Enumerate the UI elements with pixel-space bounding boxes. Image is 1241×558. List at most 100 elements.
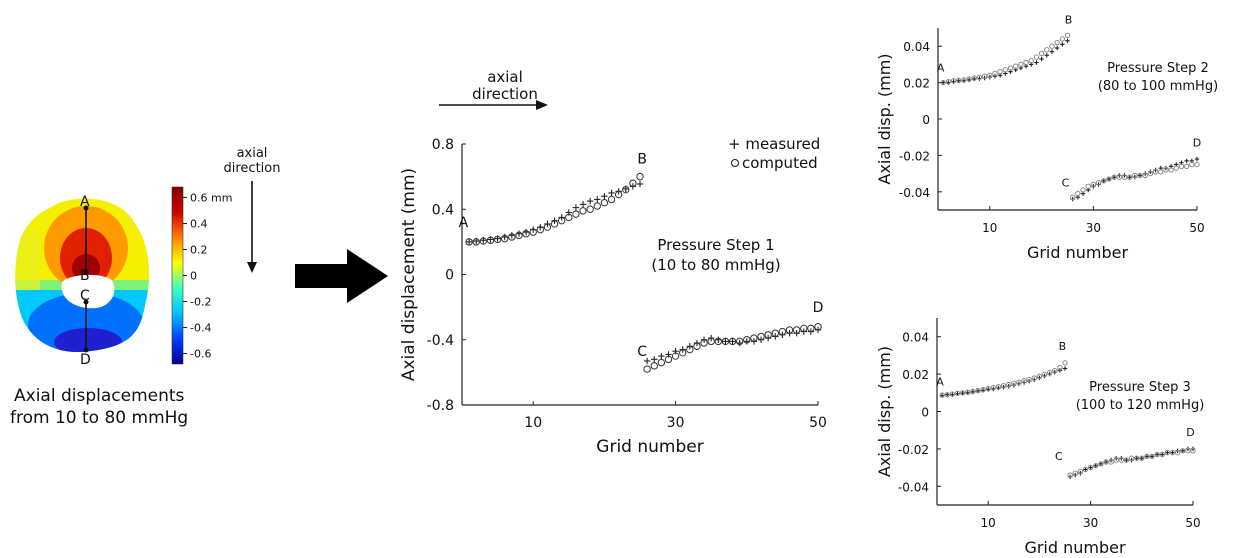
computed-point bbox=[1190, 448, 1196, 454]
colorbar-tick-label: 0.4 bbox=[190, 217, 208, 230]
computed-point bbox=[1064, 32, 1071, 38]
computed-point bbox=[950, 78, 957, 84]
computed-point bbox=[607, 195, 616, 204]
computed-point bbox=[1164, 449, 1171, 456]
computed-point bbox=[1018, 61, 1024, 68]
y-axis-label: Axial disp. (mm) bbox=[875, 53, 894, 184]
computed-point bbox=[664, 355, 673, 364]
measured-point bbox=[1103, 459, 1109, 465]
computed-point bbox=[976, 74, 983, 80]
computed-point bbox=[501, 234, 509, 243]
computed-point bbox=[1173, 165, 1179, 171]
computed-point bbox=[686, 345, 694, 354]
x-tick-label: 50 bbox=[1189, 221, 1204, 235]
computed-point bbox=[750, 334, 758, 342]
computed-point bbox=[945, 78, 952, 85]
computed-point bbox=[1033, 54, 1040, 60]
x-axis-label: Grid number bbox=[596, 437, 703, 457]
computed-point bbox=[959, 390, 966, 396]
computed-point bbox=[1046, 369, 1053, 376]
computed-point bbox=[956, 77, 962, 84]
computed-point bbox=[1180, 448, 1186, 454]
point-label: D bbox=[1193, 136, 1201, 149]
computed-point bbox=[1142, 172, 1148, 179]
computed-point bbox=[997, 68, 1003, 75]
computed-point bbox=[1049, 43, 1055, 49]
measured-point bbox=[736, 339, 743, 347]
computed-point bbox=[980, 386, 986, 393]
pressure-step-range: (10 to 80 mmHg) bbox=[651, 256, 780, 274]
computed-point bbox=[1057, 364, 1063, 371]
contour-label-c: C bbox=[80, 288, 90, 304]
computed-point bbox=[493, 235, 502, 244]
y-axis-label: Axial displacement (mm) bbox=[399, 168, 419, 381]
computed-point bbox=[1011, 380, 1017, 387]
x-tick-label: 50 bbox=[1185, 516, 1200, 530]
computed-point bbox=[593, 202, 601, 210]
computed-point bbox=[472, 238, 480, 246]
computed-point bbox=[1159, 451, 1165, 458]
y-tick-label: -0.02 bbox=[899, 149, 930, 163]
computed-point bbox=[1103, 459, 1109, 465]
colorbar-tick-label: 0 bbox=[190, 270, 197, 283]
computed-point bbox=[486, 236, 495, 244]
computed-point bbox=[550, 220, 559, 228]
computed-point bbox=[600, 199, 609, 207]
point-label: C bbox=[1062, 176, 1070, 189]
computed-point bbox=[465, 238, 473, 246]
colorbar: 0.6 mm 0.4 0.2 0 -0.2 -0.4 -0.6 bbox=[171, 186, 232, 365]
computed-point bbox=[1013, 63, 1019, 69]
computed-point bbox=[1098, 461, 1104, 467]
computed-point bbox=[693, 342, 701, 350]
y-tick-label: 0 bbox=[921, 406, 929, 420]
measured-point bbox=[1106, 176, 1112, 182]
colorbar-ticks: 0.6 mm 0.4 0.2 0 -0.2 -0.4 -0.6 bbox=[183, 191, 232, 361]
computed-point bbox=[700, 339, 708, 347]
measured-point bbox=[1165, 450, 1170, 455]
computed-point bbox=[1044, 47, 1050, 53]
computed-point bbox=[971, 75, 977, 81]
y-tick-label: -0.4 bbox=[427, 333, 454, 349]
contour-label-d: D bbox=[80, 352, 91, 368]
y-axis-label: Axial disp. (mm) bbox=[875, 346, 894, 477]
computed-point bbox=[579, 207, 587, 215]
computed-point bbox=[508, 233, 516, 241]
y-tick-label: 0.04 bbox=[903, 40, 930, 54]
series-computed bbox=[1069, 161, 1200, 200]
series-computed bbox=[940, 32, 1071, 86]
computed-point bbox=[1095, 180, 1102, 186]
computed-point bbox=[1085, 183, 1091, 190]
computed-point bbox=[1080, 187, 1086, 193]
chart-pressure-step-2: 0.04 0.02 0 -0.02 -0.04 10 30 50 Grid number Axia… bbox=[875, 13, 1218, 262]
computed-point bbox=[743, 336, 751, 344]
computed-point bbox=[1077, 468, 1084, 475]
contour-label-b: B bbox=[80, 268, 90, 284]
chart-pressure-step-3: 0.04 0.02 0 -0.02 -0.04 10 30 50 Grid number Axia… bbox=[875, 318, 1204, 557]
computed-point bbox=[954, 390, 961, 397]
measured-point bbox=[1093, 463, 1098, 468]
computed-point bbox=[650, 362, 658, 370]
measured-point bbox=[945, 392, 950, 397]
point-label: C bbox=[637, 344, 647, 360]
computed-point bbox=[536, 225, 545, 234]
computed-point bbox=[981, 73, 988, 79]
computed-point bbox=[990, 385, 997, 391]
measured-point bbox=[651, 356, 658, 363]
computed-point bbox=[1132, 172, 1138, 179]
computed-point bbox=[764, 331, 772, 339]
computed-point bbox=[987, 72, 993, 79]
contour-caption-line1: Axial displacements bbox=[14, 386, 185, 406]
computed-point bbox=[679, 349, 687, 357]
y-tick-label: -0.02 bbox=[898, 443, 929, 457]
x-axis-label: Grid number bbox=[1024, 538, 1126, 557]
measured-point bbox=[1154, 452, 1160, 457]
computed-point bbox=[961, 77, 967, 83]
measured-point bbox=[586, 197, 594, 205]
computed-point bbox=[1002, 67, 1009, 73]
computed-point bbox=[1023, 59, 1029, 66]
computed-point bbox=[1041, 371, 1048, 378]
measured-point bbox=[729, 338, 736, 345]
measured-point bbox=[658, 352, 665, 360]
point-label: A bbox=[459, 215, 469, 231]
computed-point bbox=[1007, 65, 1014, 71]
